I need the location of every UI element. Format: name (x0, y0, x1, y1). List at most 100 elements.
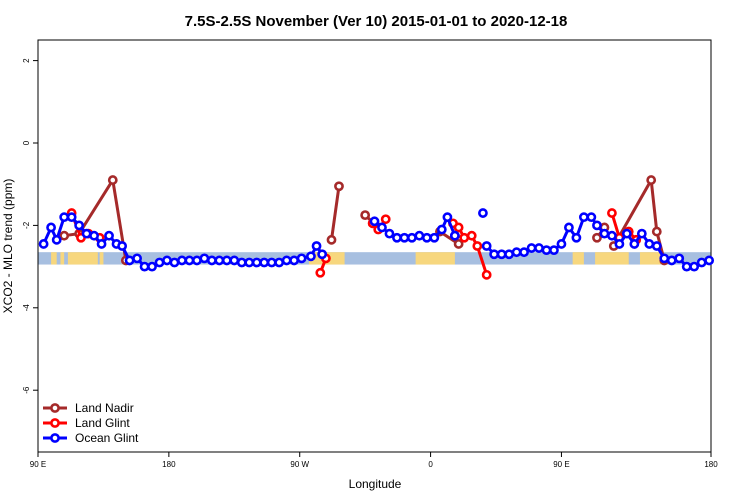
data-point (104, 230, 114, 241)
data-point (614, 239, 625, 249)
legend-marker (50, 433, 60, 443)
data-point (519, 247, 529, 258)
data-point (511, 247, 522, 258)
data-point (199, 253, 210, 264)
data-point (326, 234, 337, 245)
data-point (586, 212, 597, 223)
data-point (564, 222, 574, 233)
data-point (289, 255, 300, 266)
data-point (504, 249, 514, 260)
data-point (244, 257, 255, 268)
data-point (541, 245, 552, 256)
land-band (572, 252, 584, 265)
y-axis: 2 0 -2 -4 -6 (22, 58, 38, 394)
data-point (315, 267, 326, 278)
data-point (177, 255, 187, 266)
data-point (607, 230, 617, 241)
legend-label: Land Nadir (75, 401, 134, 415)
y-tick-label: -6 (22, 386, 31, 394)
data-point (66, 212, 77, 223)
data-point (689, 261, 700, 272)
data-point (556, 239, 567, 249)
data-point (184, 255, 195, 266)
data-point (89, 230, 99, 241)
data-point (369, 216, 380, 227)
data-point (651, 226, 662, 237)
data-point (229, 255, 240, 266)
data-point (478, 208, 488, 218)
data-point (592, 232, 602, 243)
y-axis-label: XCO2 - MLO trend (ppm) (1, 179, 15, 314)
data-point (380, 214, 391, 225)
legend-marker (50, 418, 60, 428)
land-band (99, 252, 104, 265)
land-band (415, 252, 455, 265)
data-point (392, 232, 402, 243)
data-point (599, 228, 610, 239)
data-point (526, 243, 537, 253)
y-tick-label: 2 (22, 58, 31, 63)
data-point (421, 232, 432, 243)
data-point (472, 241, 483, 251)
data-point (59, 230, 70, 241)
x-tick-label: 90 W (290, 460, 309, 469)
data-point (221, 255, 232, 266)
x-axis-label: Longitude (349, 477, 402, 491)
data-point (607, 208, 617, 218)
x-tick-label: 180 (704, 460, 718, 469)
legend-marker (50, 403, 60, 413)
data-point (578, 212, 589, 223)
chart-title: 7.5S-2.5S November (Ver 10) 2015-01-01 t… (185, 13, 568, 30)
y-tick-label: -2 (22, 221, 31, 229)
data-point (251, 257, 262, 268)
data-point (651, 241, 662, 251)
data-point (214, 255, 225, 266)
data-point (549, 245, 559, 256)
data-point (274, 257, 285, 268)
data-point (147, 261, 157, 272)
land-band (67, 252, 98, 265)
series-line (330, 186, 341, 241)
data-point (442, 212, 453, 223)
data-point (644, 239, 655, 249)
data-point (489, 249, 500, 260)
data-point (414, 230, 425, 241)
data-point (453, 239, 464, 249)
data-point (236, 257, 247, 268)
land-band (60, 252, 65, 265)
data-point (59, 212, 70, 223)
data-point (132, 253, 142, 264)
data-point (674, 253, 685, 264)
data-point (107, 175, 118, 185)
data-point (466, 230, 477, 241)
data-point (534, 243, 544, 253)
data-point (74, 220, 85, 231)
data-point (459, 232, 470, 243)
data-point (206, 255, 217, 266)
data-point (154, 257, 165, 268)
legend-label: Ocean Glint (75, 431, 139, 445)
data-point (646, 175, 657, 185)
land-band (639, 252, 661, 265)
land-band (51, 252, 57, 265)
data-point (317, 249, 328, 260)
x-tick-label: 90 E (553, 460, 569, 469)
x-tick-label: 90 E (30, 460, 46, 469)
plot-frame (37, 39, 712, 453)
data-point (453, 222, 464, 233)
data-point (481, 241, 492, 251)
data-point (592, 220, 602, 231)
data-point (117, 241, 128, 251)
data-point (406, 232, 417, 243)
data-point (429, 232, 440, 243)
data-point (659, 253, 670, 264)
data-point (704, 255, 715, 266)
data-point (384, 228, 395, 239)
x-tick-label: 180 (162, 460, 176, 469)
data-point (399, 232, 410, 243)
series-line (63, 175, 128, 261)
series-ocean-glint (38, 208, 715, 272)
data-point (571, 232, 582, 243)
data-point (481, 269, 492, 280)
